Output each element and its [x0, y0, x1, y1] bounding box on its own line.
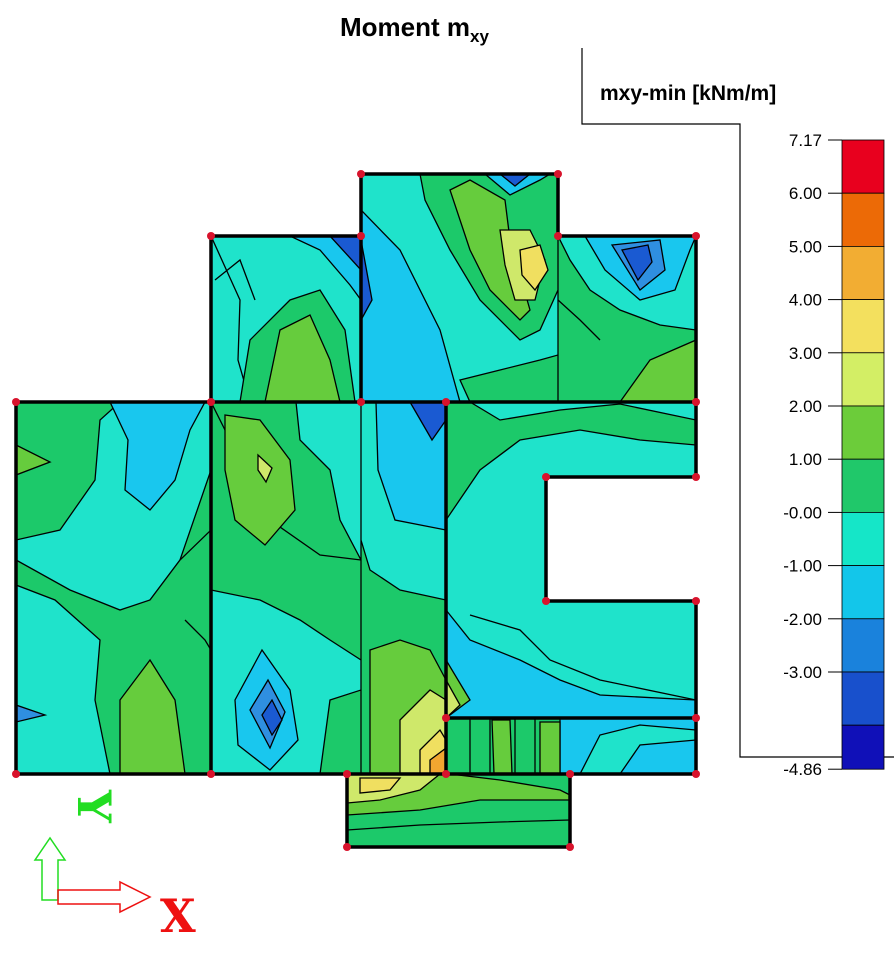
legend-tick-label: 2.00 [789, 397, 822, 416]
region-bottom-strip [446, 718, 696, 774]
axis-symbol: X Y [33, 789, 196, 943]
legend-color-swatch [841, 565, 885, 620]
node [692, 398, 700, 406]
node [692, 770, 700, 778]
x-axis-arrow [57, 880, 152, 914]
node [343, 843, 351, 851]
legend-tick-labels: 7.17 6.00 5.00 4.00 3.00 2.00 1.00 -0.00 -1.00 -2… [783, 131, 842, 779]
legend-color-swatch [841, 299, 885, 354]
title-main-text: Moment m [340, 12, 470, 42]
node [442, 770, 450, 778]
legend-color-swatch [841, 618, 885, 673]
region-upper-right-panel [558, 236, 696, 402]
legend-tick-label: 7.17 [789, 131, 822, 150]
node [357, 232, 365, 240]
node [12, 770, 20, 778]
legend-tick-label: -3.00 [783, 663, 822, 682]
node [442, 398, 450, 406]
legend-tick-label: -4.86 [783, 760, 822, 779]
node [692, 232, 700, 240]
region-upper-left-panel [211, 236, 361, 402]
legend-title: mxy-min [kNm/m] [600, 82, 776, 105]
x-axis-label: X [160, 889, 196, 943]
region-right-panel [446, 402, 696, 718]
legend-color-swatch [841, 458, 885, 513]
legend-color-swatch [841, 245, 885, 300]
node [542, 473, 550, 481]
node [442, 714, 450, 722]
legend-color-bar [841, 139, 885, 770]
region-middle-left-panel [211, 402, 361, 774]
region-left-panel [16, 402, 211, 774]
node [692, 597, 700, 605]
legend-tick-label: 3.00 [789, 344, 822, 363]
node [692, 473, 700, 481]
region-top-center-panel [361, 174, 558, 402]
legend-tick-label: 5.00 [789, 237, 822, 256]
legend-frame [581, 48, 894, 758]
legend-tick-label: 1.00 [789, 450, 822, 469]
legend-color-swatch [841, 671, 885, 726]
node [542, 597, 550, 605]
legend-color-swatch [841, 192, 885, 247]
node [207, 770, 215, 778]
legend-tick-label: 4.00 [789, 291, 822, 310]
node [207, 232, 215, 240]
legend-color-swatch [841, 352, 885, 407]
legend-color-swatch [841, 139, 885, 194]
nodes [12, 170, 700, 851]
legend-tick-label: 6.00 [789, 184, 822, 203]
legend: mxy-min [kNm/m] 7.17 6.00 5.00 4.00 3.00 2.00… [581, 48, 894, 779]
legend-color-swatch [841, 405, 885, 460]
node [554, 170, 562, 178]
node [554, 232, 562, 240]
title-subscript: xy [470, 27, 489, 47]
node [357, 170, 365, 178]
region-middle-narrow-panel [361, 402, 446, 774]
node [12, 398, 20, 406]
legend-tick-label: -0.00 [783, 503, 822, 522]
node [566, 843, 574, 851]
chart-title: Moment mxy [340, 12, 489, 47]
node [343, 770, 351, 778]
legend-color-swatch [841, 512, 885, 567]
node [357, 398, 365, 406]
node [566, 770, 574, 778]
node [692, 714, 700, 722]
region-bottom-protrusion [347, 774, 570, 847]
y-axis-label: Y [67, 789, 121, 824]
node [207, 398, 215, 406]
legend-color-swatch [841, 724, 885, 770]
legend-tick-label: -2.00 [783, 610, 822, 629]
legend-tick-label: -1.00 [783, 557, 822, 576]
